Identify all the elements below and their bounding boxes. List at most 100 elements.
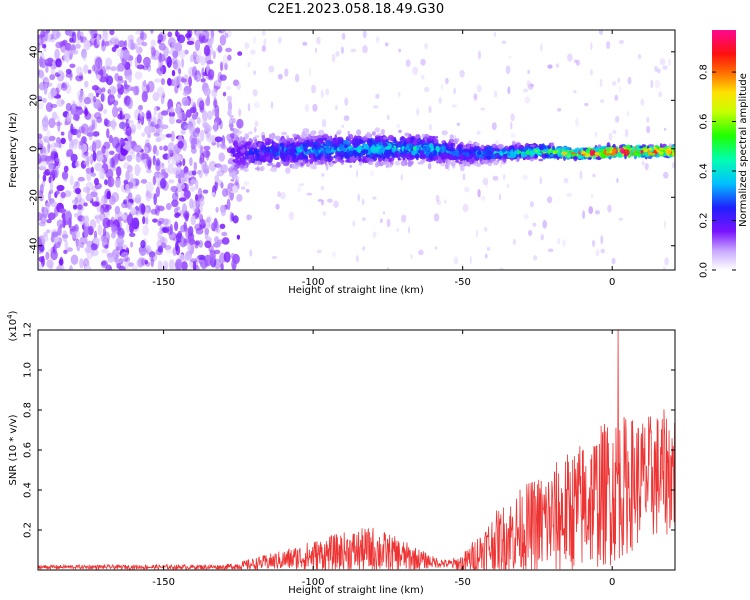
spectrogram-noise-cell — [157, 260, 163, 270]
spectrogram-signal-cell — [258, 155, 264, 160]
spectrogram-noise-cell — [152, 175, 157, 186]
spectrogram-noise-cell — [129, 232, 136, 237]
spectrogram-noise-cell — [83, 96, 91, 105]
spectrogram-noise-cell — [47, 191, 52, 201]
spectrogram-signal-cell — [345, 154, 350, 158]
spectrogram-signal-cell — [300, 133, 307, 139]
spectrogram-noise-cell — [79, 258, 84, 269]
snr-y-tick-label: 0.8 — [23, 402, 34, 418]
spectrogram-noise-cell — [43, 231, 48, 237]
spectrogram-noise-cell — [38, 38, 42, 48]
spectrogram-signal-cell — [475, 162, 482, 167]
spectrogram-signal-cell — [263, 157, 267, 163]
spectrogram-noise-cell — [191, 147, 197, 154]
spectrogram-signal-cell — [456, 138, 460, 142]
spectrogram-noise-cell — [141, 41, 148, 47]
spectrogram-noise-cell — [195, 194, 199, 202]
spectrogram-noise-cell — [320, 186, 325, 191]
spectrogram-signal-cell — [271, 166, 278, 173]
spectrogram-noise-cell — [72, 101, 76, 111]
spectrogram-noise-cell — [57, 82, 63, 92]
spectrogram-noise-cell — [438, 97, 442, 104]
spectrogram-noise-cell — [180, 129, 186, 135]
spectrogram-noise-cell — [231, 212, 235, 222]
spectrogram-signal-cell — [572, 156, 579, 160]
spectrogram-noise-cell — [433, 213, 440, 222]
spectrogram-noise-cell — [165, 133, 173, 138]
spectrogram-noise-cell — [213, 249, 221, 255]
spectrogram-noise-cell — [174, 232, 182, 238]
spectrogram-noise-cell — [62, 230, 68, 243]
spectrogram-noise-cell — [200, 78, 206, 83]
spectrogram-signal-cell — [385, 145, 391, 150]
spectrogram-noise-cell — [617, 77, 620, 83]
spectrogram-noise-cell — [38, 42, 41, 52]
spectrogram-noise-cell — [110, 66, 117, 72]
spectrogram-noise-cell — [140, 115, 145, 126]
spectrogram-signal-cell — [369, 138, 373, 143]
spectrogram-noise-cell — [146, 169, 152, 174]
spectrogram-noise-cell — [226, 95, 233, 103]
spectrogram-noise-cell — [484, 253, 488, 259]
spectrogram-signal-cell — [407, 161, 413, 167]
spectrogram-noise-cell — [48, 176, 52, 184]
spectrogram-noise-cell — [505, 65, 511, 75]
spectrogram-signal-cell — [318, 160, 325, 165]
spectrogram-noise-cell — [216, 140, 220, 148]
spectrogram-noise-cell — [138, 104, 143, 111]
spectrogram-signal-cell — [235, 136, 240, 141]
spectrogram-noise-cell — [160, 61, 164, 67]
spectrogram-noise-cell — [607, 204, 612, 213]
spectrogram-noise-cell — [213, 258, 221, 270]
spectrogram-noise-cell — [95, 214, 101, 225]
spectrogram-noise-cell — [142, 216, 146, 225]
spectrogram-noise-cell — [72, 114, 80, 121]
spectrogram-noise-cell — [573, 59, 578, 64]
spectrogram-noise-cell — [153, 132, 160, 137]
spectrogram-signal-cell — [462, 148, 469, 153]
spectrogram-noise-cell — [197, 139, 202, 149]
spectrogram-signal-cell — [444, 142, 448, 146]
spectrogram-signal-cell — [367, 161, 374, 165]
spectrogram-signal-cell — [255, 167, 261, 171]
spectrogram-signal-cell — [466, 142, 471, 150]
spectrogram-signal-cell — [270, 132, 276, 140]
spectrogram-noise-cell — [284, 68, 289, 77]
spectrogram-signal-cell — [302, 142, 306, 147]
spectrogram-noise-cell — [213, 99, 218, 109]
spectrogram-noise-cell — [158, 120, 164, 133]
spectrogram-noise-cell — [221, 231, 228, 237]
snr-x-ticks: -150 -100 -50 0 — [152, 330, 615, 588]
spectrogram-noise-cell — [161, 218, 169, 226]
spectrogram-noise-cell — [191, 199, 199, 212]
spectrogram-noise-cell — [197, 254, 206, 260]
spectrogram-noise-cell — [170, 40, 176, 47]
spectrogram-noise-cell — [137, 256, 145, 268]
spectrogram-noise-cell — [84, 265, 92, 270]
spectrogram-noise-cell — [45, 251, 50, 261]
spectrogram-signal-cell — [256, 160, 261, 166]
spectrogram-signal-cell — [251, 155, 258, 158]
spectrogram-signal-cell — [594, 152, 600, 156]
snr-panel: -150 -100 -50 0 0.2 0.4 0.6 0.8 1.0 1.2 Height o… — [6, 310, 676, 596]
spectrogram-blobs — [38, 30, 675, 270]
spectrogram-noise-cell — [245, 189, 250, 193]
spectrogram-signal-cell — [435, 135, 439, 139]
spectrogram-noise-cell — [175, 119, 183, 124]
spectrogram-signal-cell — [498, 143, 504, 149]
spectrogram-noise-cell — [91, 201, 100, 207]
spectrogram-signal-cell — [600, 149, 604, 153]
spectrogram-noise-cell — [76, 30, 82, 41]
spectrogram-noise-cell — [171, 41, 176, 53]
spectrogram-noise-cell — [196, 55, 203, 63]
spectrogram-noise-cell — [157, 34, 164, 42]
spectrogram-noise-cell — [421, 74, 425, 80]
spectrogram-noise-cell — [372, 196, 377, 200]
spectrogram-noise-cell — [77, 176, 86, 182]
spectrogram-signal-cell — [345, 159, 350, 163]
spectrogram-noise-cell — [114, 205, 121, 215]
spectrogram-signal-cell — [398, 129, 402, 133]
spectrogram-noise-cell — [111, 46, 117, 53]
spectrogram-noise-cell — [57, 69, 63, 75]
spectrogram-noise-cell — [277, 191, 281, 198]
